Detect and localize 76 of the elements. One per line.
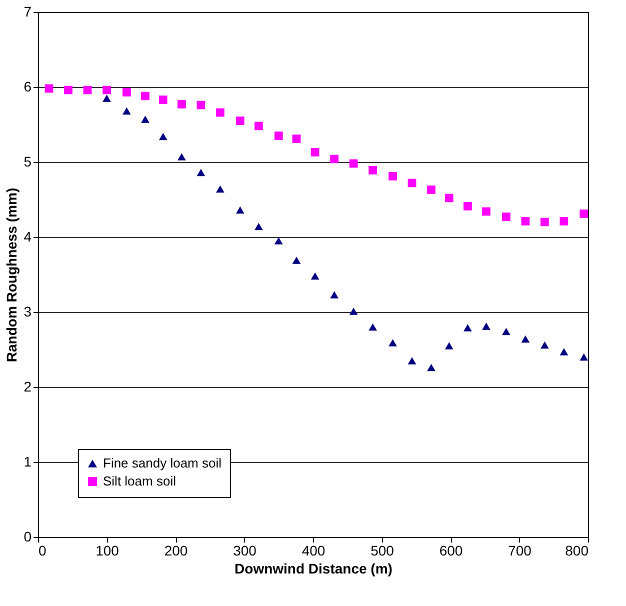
x-tick-label: 200 [164,542,188,558]
point [178,153,186,160]
y-tick-label: 3 [24,304,32,320]
point [580,210,588,218]
point [216,108,224,117]
x-tick-label: 800 [565,542,589,558]
point [408,178,416,188]
point [540,341,549,349]
point [158,132,168,140]
point [64,86,72,94]
point [254,222,263,230]
point [540,218,549,226]
point [274,132,283,140]
point [122,107,131,115]
point [236,116,244,125]
point [368,323,377,331]
y-tick-label: 5 [24,154,32,170]
point [427,186,436,194]
point [102,94,111,102]
point [330,291,338,298]
point [83,86,92,94]
point [310,148,320,156]
point [196,100,206,110]
point [427,364,436,372]
y-tick-label: 6 [24,78,32,94]
point [158,96,168,104]
point [482,207,490,216]
point [444,194,454,202]
point [254,122,263,130]
point [292,256,301,264]
point [292,134,301,143]
point [236,206,244,214]
point [502,212,510,221]
point [560,348,568,356]
point [102,86,111,94]
point [388,339,397,346]
point [560,217,568,226]
x-tick-label: 500 [370,542,394,558]
point [388,172,397,180]
x-tick-label: 300 [233,542,257,558]
point [196,168,206,176]
legend-label: Fine sandy loam soil [103,456,222,470]
point [444,342,454,350]
point [502,328,510,336]
x-tick-label: 600 [439,542,463,558]
y-tick-label: 1 [24,454,32,470]
point [349,159,358,168]
point [178,100,186,108]
legend-label: Silt loam soil [103,474,176,488]
point [141,116,150,123]
y-tick-label: 7 [24,4,32,20]
x-tick-label: 700 [508,542,532,558]
x-tick-label: 0 [38,542,46,558]
point [216,185,224,193]
point [122,88,131,96]
point [521,217,530,226]
x-tick-label: 100 [96,542,120,558]
point [310,272,320,280]
point [482,322,490,330]
point [274,237,283,244]
point [580,353,588,361]
point [44,84,54,93]
y-tick-label: 0 [24,528,32,544]
x-tick-label: 400 [302,542,326,558]
point [408,357,416,364]
y-axis-title: Random Roughness (mm) [4,188,20,362]
y-tick-label: 2 [24,378,32,394]
point [141,92,150,100]
point [464,324,472,332]
point [521,335,530,343]
point [464,202,472,210]
x-axis-title: Downwind Distance (m) [234,560,392,576]
point [368,166,377,174]
point [330,154,338,164]
point [349,308,358,315]
y-tick-label: 4 [24,228,32,244]
